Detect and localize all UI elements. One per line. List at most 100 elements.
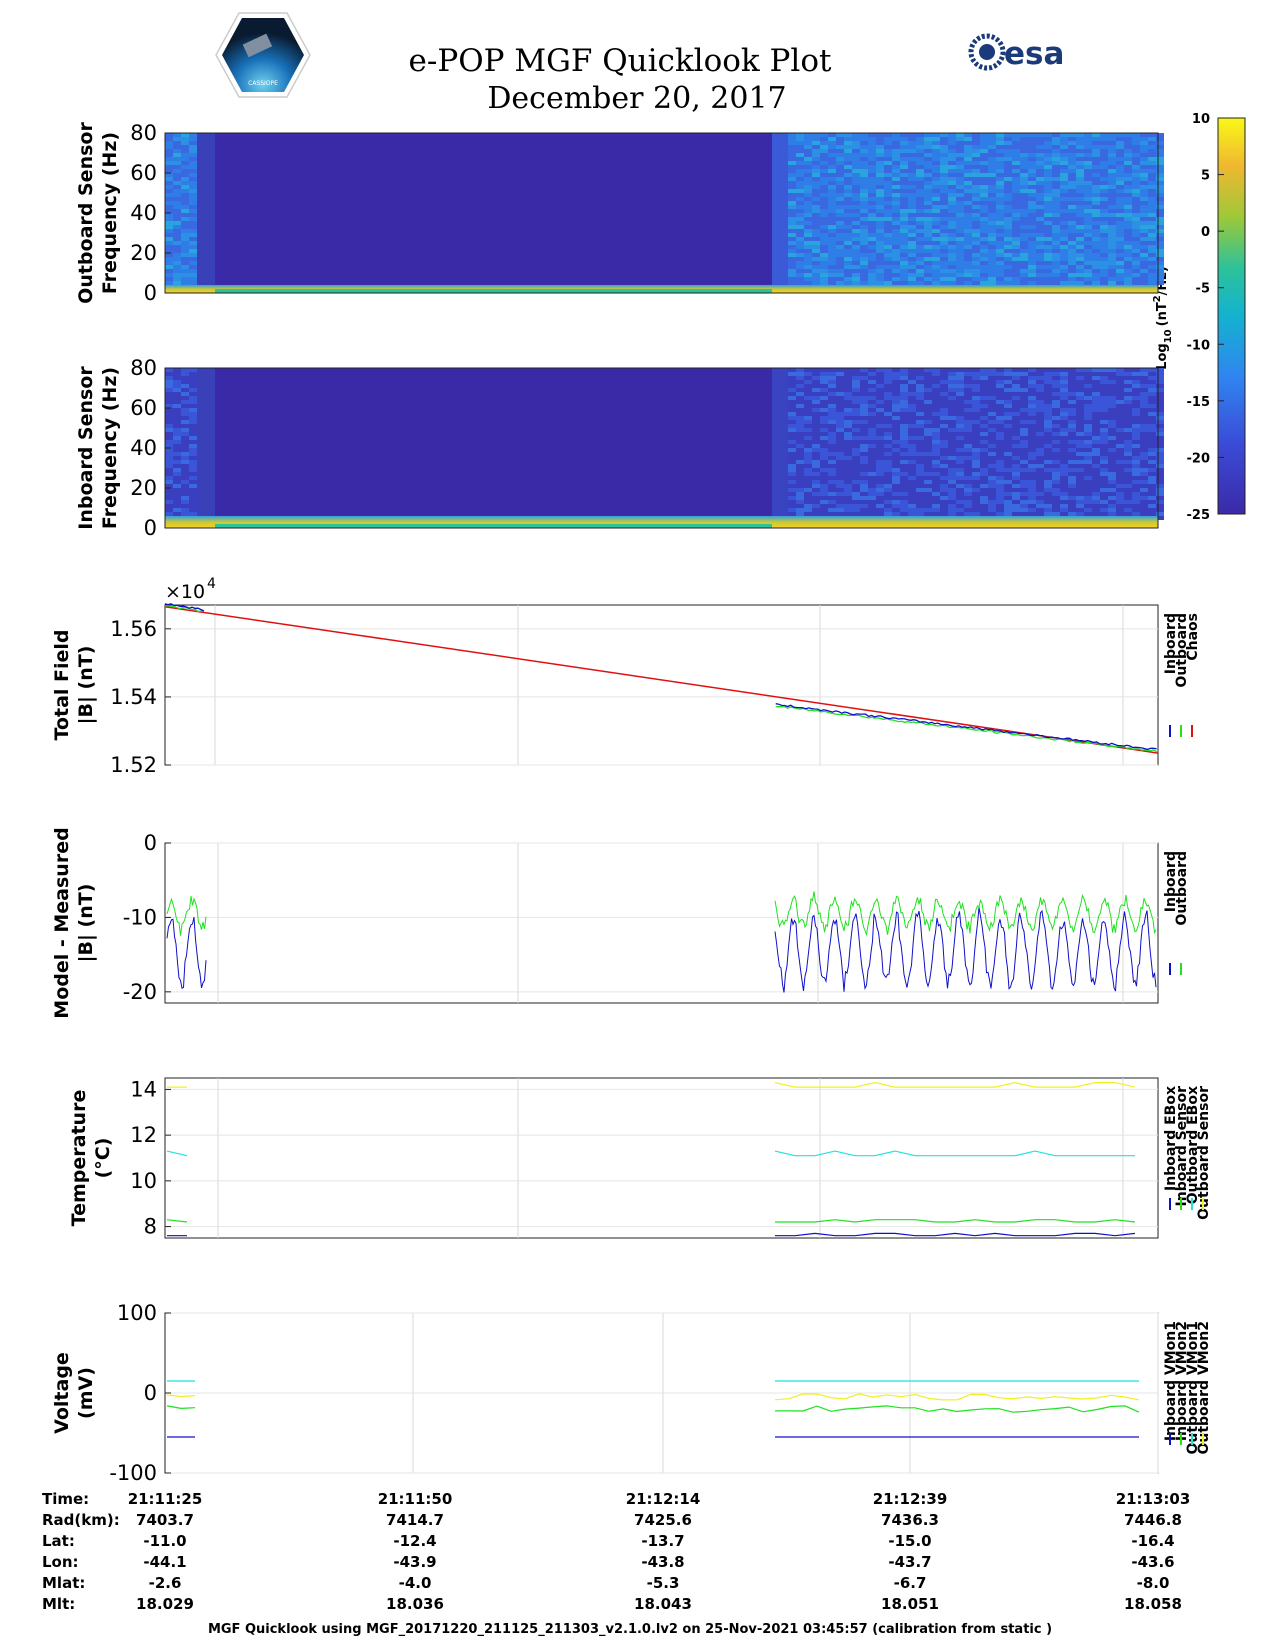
spectrogram-cell	[1116, 408, 1124, 412]
spectrogram-cell	[964, 492, 972, 496]
spectrogram-cell	[1116, 476, 1124, 480]
spectrogram-cell	[852, 416, 860, 420]
spectrogram-cell	[1148, 384, 1156, 388]
spectrogram-cell	[1124, 376, 1132, 380]
spectrogram-cell	[1068, 444, 1076, 448]
spectrogram-cell	[1116, 496, 1124, 500]
spectrogram-cell	[972, 456, 980, 460]
spectrogram-cell	[940, 173, 948, 177]
spectrogram-cell	[868, 384, 876, 388]
spectrogram-cell	[948, 456, 956, 460]
spectrogram-cell	[1132, 396, 1140, 400]
spectrogram-cell	[173, 149, 181, 153]
spectrogram-cell	[812, 257, 820, 261]
spectrogram-cell	[932, 253, 940, 257]
spectrogram-cell	[972, 500, 980, 504]
spectrogram-cell	[1140, 448, 1148, 452]
spectrogram-cell	[900, 253, 908, 257]
spectrogram-cell	[988, 189, 996, 193]
spectrogram-cell	[1132, 408, 1140, 412]
spectrogram-cell	[189, 273, 197, 277]
spectrogram-cell	[1084, 277, 1092, 281]
spectrogram-cell	[852, 424, 860, 428]
spectrogram-cell	[876, 233, 884, 237]
outboard-series-line	[774, 891, 1157, 937]
spectrogram-cell	[892, 376, 900, 380]
spectrogram-cell	[1092, 165, 1100, 169]
spectrogram-cell	[820, 384, 828, 388]
spectrogram-cell	[828, 237, 836, 241]
spectrogram-cell	[844, 277, 852, 281]
spectrogram-cell	[1132, 153, 1140, 157]
spectrogram-cell	[972, 468, 980, 472]
spectrogram-cell	[996, 141, 1004, 145]
spectrogram-cell	[1084, 492, 1092, 496]
spectrogram-cell	[908, 420, 916, 424]
spectrogram-cell	[940, 376, 948, 380]
spectrogram-cell	[948, 392, 956, 396]
spectrogram-cell	[1028, 460, 1036, 464]
spectrogram-cell	[996, 480, 1004, 484]
spectrogram-cell	[924, 205, 932, 209]
spectrogram-cell	[924, 432, 932, 436]
spectrogram-cell	[1068, 404, 1076, 408]
spectrogram-cell	[916, 209, 924, 213]
spectrogram-cell	[964, 468, 972, 472]
spectrogram-cell	[916, 237, 924, 241]
spectrogram-cell	[1044, 492, 1052, 496]
spectrogram-cell	[1116, 257, 1124, 261]
spectrogram-cell	[868, 432, 876, 436]
spectrogram-cell	[1124, 416, 1132, 420]
spectrogram-cell	[948, 161, 956, 165]
spectrogram-cell	[964, 253, 972, 257]
spectrogram-cell	[884, 432, 892, 436]
spectrogram-cell	[812, 229, 820, 233]
spectrogram-cell	[804, 197, 812, 201]
spectrogram-cell	[836, 177, 844, 181]
spectrogram-cell	[788, 197, 796, 201]
spectrogram-cell	[956, 233, 964, 237]
spectrogram-cell	[852, 448, 860, 452]
spectrogram-cell	[948, 149, 956, 153]
spectrogram-cell	[1004, 249, 1012, 253]
spectrogram-cell	[980, 412, 988, 416]
spectrogram-cell	[884, 277, 892, 281]
spectrogram-cell	[988, 404, 996, 408]
spectrogram-cell	[1092, 261, 1100, 265]
spectrogram-cell	[1036, 273, 1044, 277]
spectrogram-cell	[1036, 412, 1044, 416]
spectrogram-cell	[908, 376, 916, 380]
spectrogram-cell	[1108, 233, 1116, 237]
spectrogram-cell	[1156, 141, 1164, 145]
spectrogram-cell	[948, 269, 956, 273]
spectrogram-cell	[1012, 237, 1020, 241]
spectrogram-cell	[1116, 221, 1124, 225]
spectrogram-cell	[788, 193, 796, 197]
spectrogram-cell	[1052, 420, 1060, 424]
spectrogram-cell	[972, 169, 980, 173]
spectrogram-cell	[972, 460, 980, 464]
spectrogram-cell	[980, 464, 988, 468]
spectrogram-cell	[1100, 221, 1108, 225]
spectrogram-cell	[1052, 161, 1060, 165]
spectrogram-cell	[876, 440, 884, 444]
spectrogram-cell	[988, 281, 996, 285]
spectrogram-cell	[820, 484, 828, 488]
spectrogram-cell	[181, 412, 189, 416]
spectrogram-cell	[1084, 468, 1092, 472]
spectrogram-cell	[828, 273, 836, 277]
spectrogram-cell	[868, 193, 876, 197]
spectrogram-cell	[932, 237, 940, 241]
spectrogram-cell	[1012, 452, 1020, 456]
spectrogram-cell	[181, 141, 189, 145]
spectrogram-cell	[940, 500, 948, 504]
spectrogram-cell	[165, 448, 173, 452]
spectrogram-cell	[860, 412, 868, 416]
spectrogram-cell	[1132, 257, 1140, 261]
spectrogram-cell	[1148, 396, 1156, 400]
spectrogram-cell	[828, 380, 836, 384]
outboard-series-line	[166, 896, 207, 936]
y-tick-label: 80	[130, 121, 157, 145]
spectrogram-cell	[1100, 273, 1108, 277]
spectrogram-cell	[1052, 448, 1060, 452]
